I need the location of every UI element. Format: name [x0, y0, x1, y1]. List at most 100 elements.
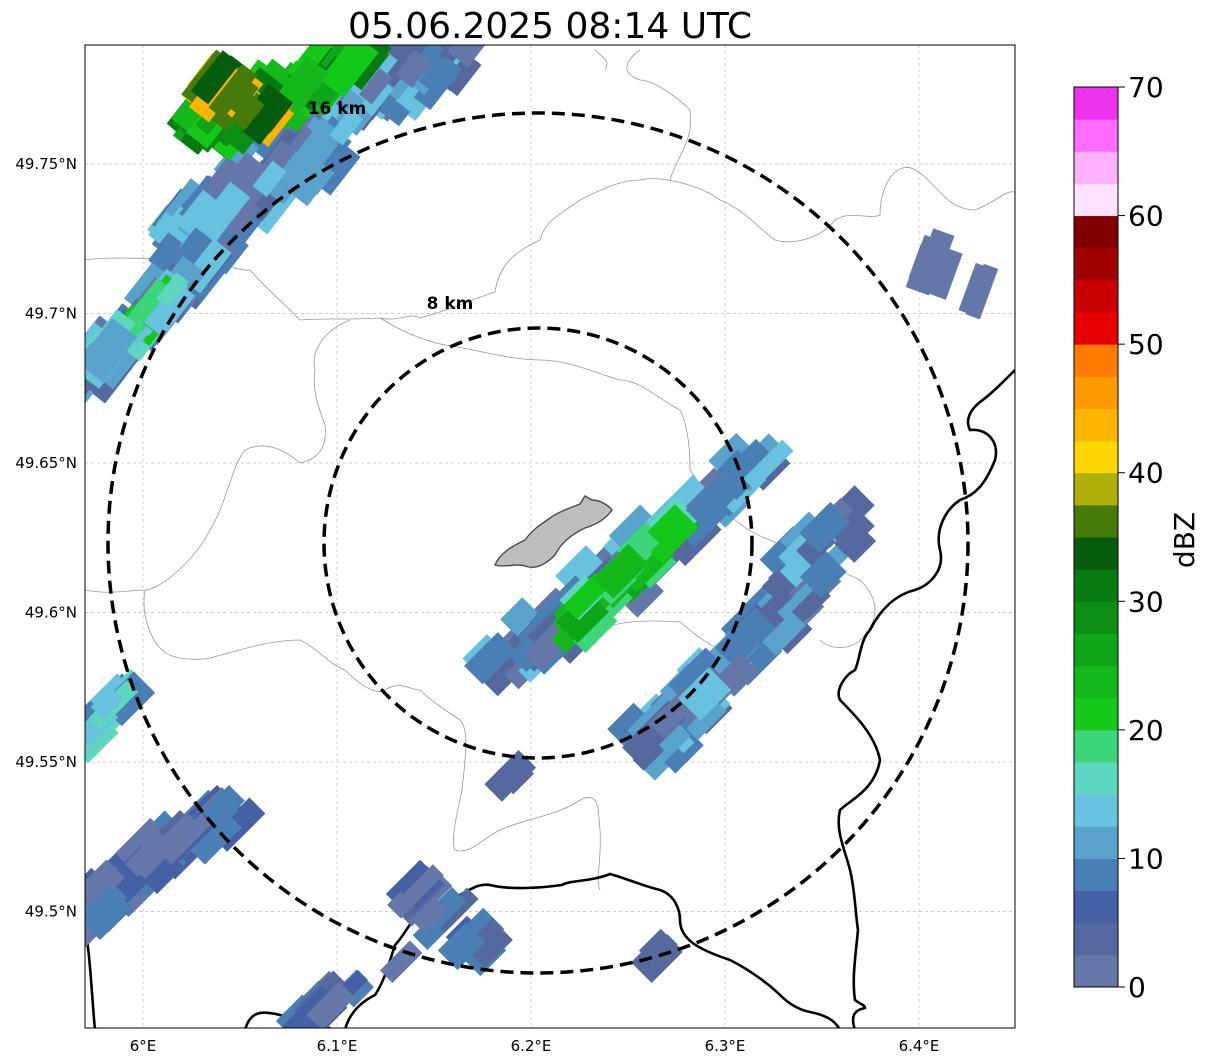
colorbar-tick-label: 20	[1128, 714, 1164, 747]
colorbar-swatch	[1074, 151, 1118, 184]
colorbar-swatch	[1074, 890, 1118, 924]
y-tick-label: 49.75°N	[15, 155, 77, 173]
colorbar-swatch	[1074, 954, 1118, 988]
x-tick-label: 6.2°E	[511, 1037, 552, 1055]
y-tick-label: 49.6°N	[25, 604, 77, 622]
colorbar-swatch	[1074, 312, 1118, 345]
echo-pixel	[276, 55, 330, 113]
colorbar-swatch	[1074, 633, 1118, 667]
echo-pixel	[926, 246, 963, 300]
colorbar-frame	[1073, 86, 1119, 988]
admin-boundaries	[85, 49, 1015, 891]
echo-pixel	[85, 859, 125, 911]
echo-pixel	[647, 504, 696, 553]
radar-echoes	[85, 45, 999, 1028]
colorbar-tick-label: 50	[1128, 328, 1164, 361]
echo-pixel	[201, 156, 243, 202]
range-ring-16km	[106, 111, 970, 975]
echo-pixel	[500, 597, 539, 636]
echo-pixel	[90, 686, 124, 720]
range-ring-label: 8 km	[427, 294, 474, 314]
range-ring-label: 16 km	[308, 99, 367, 119]
x-tick-label: 6.1°E	[317, 1037, 358, 1055]
echo-pixel	[418, 55, 459, 97]
echo-pixel	[609, 504, 663, 559]
colorbar-swatch	[1074, 279, 1118, 313]
city-area	[494, 495, 613, 569]
echo-pixel	[562, 572, 610, 620]
chart-title: 05.06.2025 08:14 UTC	[348, 6, 752, 47]
colorbar-tick-label: 10	[1128, 842, 1164, 875]
echo-pixel	[686, 699, 727, 741]
colorbar-swatch	[1074, 697, 1118, 731]
echo-pixel	[141, 279, 196, 338]
echo-pixel	[743, 439, 794, 491]
echo-pixel	[285, 127, 338, 184]
range-rings: 8 km 16 km	[106, 99, 970, 975]
colorbar-swatch	[1074, 601, 1118, 634]
colorbar-swatch	[1074, 119, 1118, 152]
echo-pixel	[195, 181, 251, 243]
colorbar-label: dBZ	[1168, 512, 1201, 568]
colorbar-swatch	[1074, 762, 1118, 795]
colorbar-tick-label: 60	[1128, 200, 1164, 233]
echo-pixel	[329, 108, 364, 146]
map-panel[interactable]: 8 km 16 km	[50, 14, 1016, 1046]
echo-pixel	[441, 52, 482, 97]
echo-pixel	[85, 885, 133, 940]
map-frame	[84, 44, 1016, 1029]
echo-pixel	[123, 277, 171, 333]
echo-pixel	[668, 647, 719, 699]
echo-pixel	[252, 160, 287, 198]
national-border	[85, 369, 1015, 1028]
colorbar-tick-label: 70	[1128, 71, 1164, 104]
x-tick-label: 6.4°E	[899, 1037, 940, 1055]
echo-pixel	[556, 590, 609, 644]
echo-pixel	[631, 931, 683, 983]
y-axis-ticks: 49.75°N 49.7°N 49.65°N 49.6°N 49.55°N 49.5°N	[15, 155, 77, 921]
echo-pixel	[715, 438, 777, 501]
echo-pixel	[85, 317, 137, 380]
y-tick-label: 49.55°N	[15, 753, 77, 771]
colorbar-swatch	[1074, 472, 1118, 506]
colorbar-swatch	[1074, 376, 1118, 409]
echo-pixel	[156, 272, 189, 308]
colorbar-swatch	[1074, 408, 1118, 442]
y-tick-label: 49.65°N	[15, 454, 77, 472]
echo-pixel	[632, 739, 665, 771]
echo-pixel	[708, 432, 752, 476]
echo-pixel	[97, 347, 137, 390]
colorbar-swatch	[1074, 826, 1118, 859]
colorbar: 0 10 20 30 40 50 60 70	[1073, 71, 1164, 1004]
echo-pixel	[184, 806, 242, 865]
echo-pixel	[190, 50, 240, 105]
echo-pixel	[799, 501, 851, 554]
echo-pixel	[958, 262, 995, 317]
echo-pixel	[492, 762, 528, 798]
x-tick-label: 6°E	[130, 1037, 157, 1055]
echo-pixel	[677, 667, 732, 721]
colorbar-swatch	[1074, 344, 1118, 377]
colorbar-swatch	[1074, 729, 1118, 763]
colorbar-swatch	[1074, 922, 1118, 956]
colorbar-swatch	[1074, 504, 1118, 538]
colorbar-tick-label: 30	[1128, 585, 1164, 618]
gridlines	[85, 45, 1015, 1028]
echo-pixel	[756, 605, 806, 656]
echo-pixel	[321, 45, 379, 98]
colorbar-swatch	[1074, 215, 1118, 249]
echo-pixel	[643, 724, 691, 772]
colorbar-swatch	[1074, 665, 1118, 699]
echo-pixel	[437, 922, 486, 970]
echo-pixel	[714, 607, 776, 669]
echo-pixel	[379, 940, 423, 983]
y-tick-label: 49.5°N	[25, 903, 77, 921]
x-tick-label: 6.3°E	[705, 1037, 746, 1055]
colorbar-swatch	[1074, 858, 1118, 892]
echo-pixel	[395, 49, 432, 88]
echo-pixel	[799, 551, 847, 598]
echo-pixel	[838, 525, 877, 563]
echo-pixel	[143, 853, 185, 895]
colorbar-swatch	[1074, 247, 1118, 281]
